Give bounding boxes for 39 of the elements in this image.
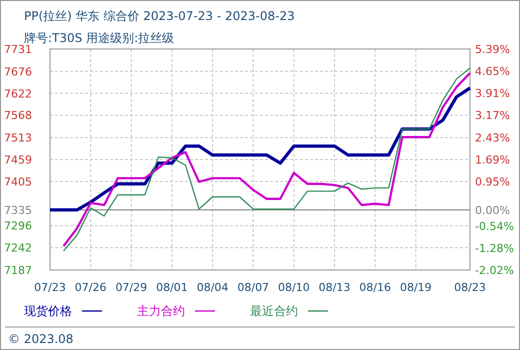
y-tick-label: 7187 [4, 264, 32, 277]
y2-tick-label: 0.95% [475, 175, 510, 188]
y2-tick-label: 5.39% [475, 43, 510, 56]
y-tick-label: 7242 [4, 242, 32, 255]
x-tick-label: 07/29 [115, 281, 148, 294]
y-tick-label: 7459 [4, 154, 32, 166]
y2-tick-label: -2.02% [475, 264, 514, 277]
y-tick-label: 7676 [4, 65, 32, 78]
x-tick-label: 08/01 [156, 281, 188, 294]
x-tick-label: 08/10 [278, 281, 310, 294]
y2-tick-label: 3.17% [475, 109, 510, 122]
x-tick-label: 08/16 [359, 281, 392, 294]
y-tick-label: 7405 [4, 175, 32, 188]
y-tick-label: 7731 [4, 43, 32, 56]
x-tick-label: 08/23 [454, 281, 486, 294]
y-tick-label: 7568 [4, 109, 32, 122]
y-tick-label: 7513 [4, 132, 32, 145]
y2-tick-label: 0.00% [475, 204, 510, 217]
y2-tick-label: 2.43% [475, 131, 510, 144]
y-tick-label: 7296 [4, 220, 32, 233]
legend-label: 现货价格 [24, 304, 72, 318]
chart-title: PP(拉丝) 华东 综合价 2023-07-23 - 2023-08-23 [24, 9, 295, 23]
legend-label: 主力合约 [137, 304, 185, 318]
y2-tick-label: 3.91% [475, 87, 510, 100]
y2-tick-label: -1.28% [475, 242, 514, 255]
y2-tick-label: -0.54% [475, 220, 514, 233]
x-tick-label: 08/07 [237, 281, 270, 294]
x-tick-label: 08/13 [318, 281, 350, 294]
x-tick-label: 07/23 [34, 281, 66, 294]
chart-subtitle: 牌号:T30S 用途级别:拉丝级 [24, 31, 174, 45]
y-tick-label: 7335 [4, 204, 32, 217]
legend-label: 最近合约 [250, 304, 298, 318]
y2-tick-label: 1.69% [475, 153, 510, 166]
x-tick-label: 08/19 [400, 281, 432, 294]
x-tick-label: 08/04 [196, 281, 228, 294]
text: © 2023.08 [8, 332, 74, 346]
y-tick-label: 7622 [4, 87, 32, 100]
y2-tick-label: 4.65% [475, 65, 510, 78]
x-tick-label: 07/26 [74, 281, 106, 294]
